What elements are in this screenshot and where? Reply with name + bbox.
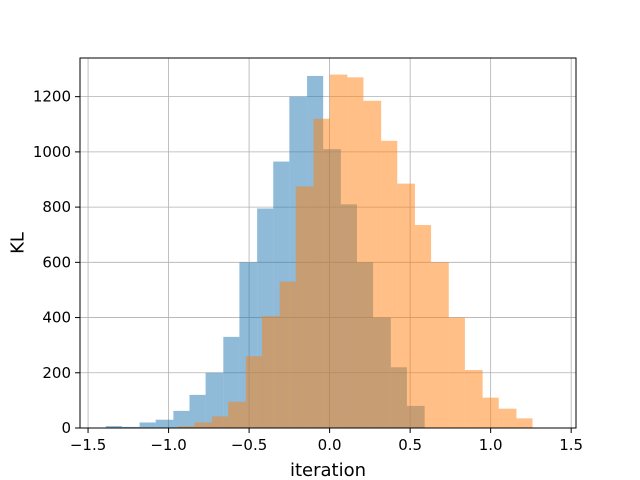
histogram-bar-s1-17	[464, 370, 483, 428]
x-axis-ticks: −1.5 −1.0 −0.5 0.0 0.5 1.0 1.5	[70, 428, 583, 454]
histogram-bar-s0-5	[189, 394, 206, 428]
histogram-bar-s1-1	[194, 422, 213, 428]
histogram-bar-s1-13	[397, 183, 415, 428]
plot-frame	[79, 57, 577, 429]
x-tick-label-3: 0.0	[318, 436, 342, 454]
y-tick-label-4: 800	[42, 198, 71, 216]
histogram-bar-s1-15	[431, 262, 449, 428]
y-axis-label: KL	[7, 232, 28, 254]
histogram-bar-s0-4	[173, 410, 190, 428]
x-tick-label-2: −0.5	[231, 436, 267, 454]
x-tick-label-6: 1.5	[559, 436, 583, 454]
histogram-bar-s1-4	[245, 356, 262, 428]
histogram-bar-s1-10	[347, 77, 364, 428]
histogram-bar-s1-8	[313, 118, 330, 428]
histogram-bar-s0-3	[155, 419, 174, 428]
y-axis-ticks: 0 200 400 600 800 1000 1200	[33, 88, 80, 437]
histogram-bar-s1-5	[261, 316, 280, 428]
y-tick-label-5: 1000	[33, 143, 71, 161]
histogram-bar-s1-0	[178, 426, 195, 428]
y-tick-label-3: 600	[42, 253, 71, 271]
histogram-bar-s1-11	[363, 100, 382, 428]
histogram-bar-s1-6	[279, 281, 296, 428]
histogram-bar-s1-14	[414, 225, 432, 428]
histogram-bar-s1-2	[212, 416, 229, 428]
histogram-bar-s0-2	[139, 422, 156, 428]
histogram-bar-s1-9	[329, 74, 348, 428]
histogram-bar-s1-16	[448, 317, 465, 428]
histogram-bar-s0-1	[121, 426, 140, 428]
histogram-bar-s0-0	[105, 426, 122, 428]
histogram-bar-s1-19	[498, 408, 517, 428]
y-tick-label-6: 1200	[33, 88, 71, 106]
histogram-bars	[105, 74, 533, 429]
histogram-bar-s1-7	[295, 186, 314, 428]
y-tick-label-0: 0	[61, 419, 71, 437]
histogram-bar-s1-18	[482, 397, 499, 428]
x-tick-label-5: 1.0	[479, 436, 503, 454]
histogram-bar-s1-20	[516, 418, 533, 428]
histogram-bar-s0-6	[205, 372, 224, 428]
histogram-bar-s1-3	[228, 401, 246, 428]
y-tick-label-2: 400	[42, 309, 71, 327]
histogram-bar-s1-12	[381, 140, 398, 428]
x-tick-label-1: −1.0	[150, 436, 186, 454]
x-tick-label-0: −1.5	[70, 436, 106, 454]
y-tick-label-1: 200	[42, 364, 71, 382]
x-axis-label: iteration	[290, 460, 366, 480]
x-tick-label-4: 0.5	[398, 436, 422, 454]
